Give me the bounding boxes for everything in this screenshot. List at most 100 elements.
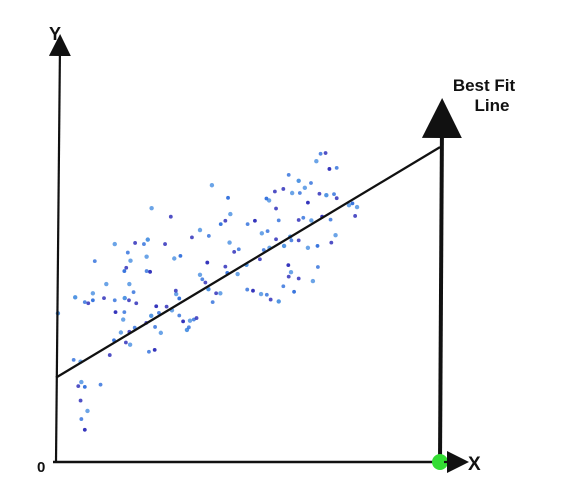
data-point <box>264 292 269 297</box>
data-point <box>289 190 295 196</box>
data-point <box>302 185 308 191</box>
data-point <box>98 382 103 387</box>
data-point <box>245 287 250 292</box>
data-point <box>86 301 91 306</box>
data-point <box>203 280 208 285</box>
data-point <box>82 300 87 305</box>
data-point <box>276 299 281 304</box>
scatter-points <box>55 151 360 432</box>
data-point <box>289 238 294 243</box>
data-point <box>149 313 154 319</box>
data-point <box>147 349 151 354</box>
data-point <box>107 353 112 357</box>
data-point <box>123 340 128 345</box>
data-point <box>268 297 273 302</box>
data-point <box>236 247 241 252</box>
data-point <box>82 384 87 389</box>
data-point <box>259 231 265 236</box>
data-point <box>297 191 302 195</box>
best-fit-label-line1: Best Fit <box>453 76 516 95</box>
data-point <box>310 278 316 284</box>
data-point <box>317 191 322 196</box>
data-point <box>251 288 255 293</box>
data-point <box>327 167 332 171</box>
data-point <box>186 325 191 330</box>
data-point <box>323 151 328 155</box>
data-point <box>127 342 133 347</box>
data-point <box>227 240 232 245</box>
data-point <box>226 195 230 200</box>
data-point <box>306 200 310 205</box>
data-point <box>350 201 355 206</box>
data-point <box>305 245 311 250</box>
data-point <box>315 244 320 248</box>
data-point <box>346 203 352 208</box>
data-point <box>149 205 154 211</box>
data-point <box>296 238 301 243</box>
best-fit-label-line2: Line <box>475 96 510 115</box>
data-point <box>332 192 336 197</box>
data-point <box>274 237 278 242</box>
data-point <box>181 319 186 324</box>
data-point <box>78 398 83 403</box>
data-point <box>145 237 150 242</box>
data-point <box>286 274 291 279</box>
data-point <box>122 310 127 315</box>
data-point <box>232 249 237 254</box>
data-point <box>122 269 127 273</box>
data-point <box>245 222 250 226</box>
data-point <box>314 158 319 164</box>
data-point <box>218 291 223 296</box>
data-point <box>177 296 182 301</box>
data-point <box>209 183 215 188</box>
data-point <box>112 298 117 303</box>
data-point <box>272 189 277 194</box>
data-point <box>190 235 194 240</box>
data-point <box>154 304 159 309</box>
data-point <box>194 316 199 320</box>
data-point <box>152 347 157 352</box>
data-point <box>102 296 106 300</box>
best-fit-line <box>55 146 441 379</box>
data-point <box>288 269 294 275</box>
data-point <box>197 272 203 277</box>
data-point <box>292 289 296 294</box>
data-point <box>90 291 96 296</box>
data-point <box>296 178 301 183</box>
data-point <box>128 258 133 263</box>
data-point <box>281 284 286 289</box>
best-fit-arrow <box>421 98 462 463</box>
data-point <box>296 218 301 222</box>
data-point <box>144 269 149 273</box>
data-point <box>334 165 339 170</box>
data-point <box>281 187 286 191</box>
data-point <box>168 214 173 219</box>
data-point <box>113 310 118 315</box>
data-point <box>133 241 138 245</box>
data-point <box>329 240 334 245</box>
data-point <box>134 301 139 306</box>
data-point <box>286 263 291 268</box>
data-point <box>82 427 87 432</box>
data-point <box>324 193 329 198</box>
data-point <box>90 298 95 303</box>
data-point <box>144 254 149 259</box>
data-point <box>187 318 193 323</box>
data-point <box>354 204 360 210</box>
data-point <box>296 276 301 281</box>
data-point <box>92 259 97 263</box>
data-point <box>125 250 130 255</box>
data-point <box>218 222 223 226</box>
data-point <box>124 265 129 270</box>
data-point <box>121 317 126 322</box>
data-point <box>253 218 257 223</box>
data-point <box>261 248 266 252</box>
data-point <box>274 206 278 211</box>
data-point <box>142 242 146 246</box>
data-point <box>334 196 339 201</box>
data-point <box>127 298 131 303</box>
data-point <box>210 300 215 305</box>
data-point <box>318 151 323 156</box>
data-point <box>265 229 270 234</box>
